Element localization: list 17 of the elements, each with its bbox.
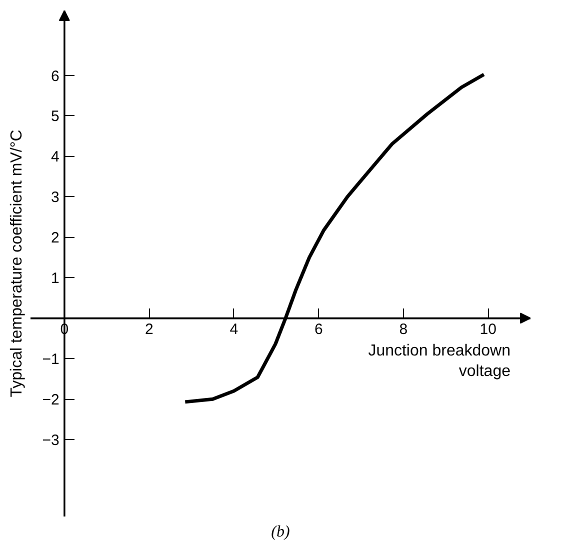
y-axis-title: Typical temperature coefficient mV/°C xyxy=(8,130,26,398)
x-tick-label: 10 xyxy=(480,321,496,338)
y-tick-label: 6 xyxy=(51,68,60,85)
y-tick-label: 2 xyxy=(51,230,60,247)
y-tick-label: 1 xyxy=(51,270,60,288)
x-axis-title: Junction breakdown voltage xyxy=(368,342,511,380)
x-tick-label: 2 xyxy=(144,321,154,338)
y-tick-label: −3 xyxy=(42,432,60,450)
x-tick-label: 4 xyxy=(230,321,238,338)
y-tick-label: 4 xyxy=(51,148,60,166)
x-tick-label: 8 xyxy=(399,321,408,338)
x-tick-label: 6 xyxy=(314,321,323,338)
text: (b) xyxy=(271,524,290,540)
y-tick-label: −2 xyxy=(42,392,60,409)
y-tick-label: −1 xyxy=(42,351,60,368)
y-tick-label: 3 xyxy=(51,189,60,206)
y-tick-label: 5 xyxy=(51,108,60,126)
